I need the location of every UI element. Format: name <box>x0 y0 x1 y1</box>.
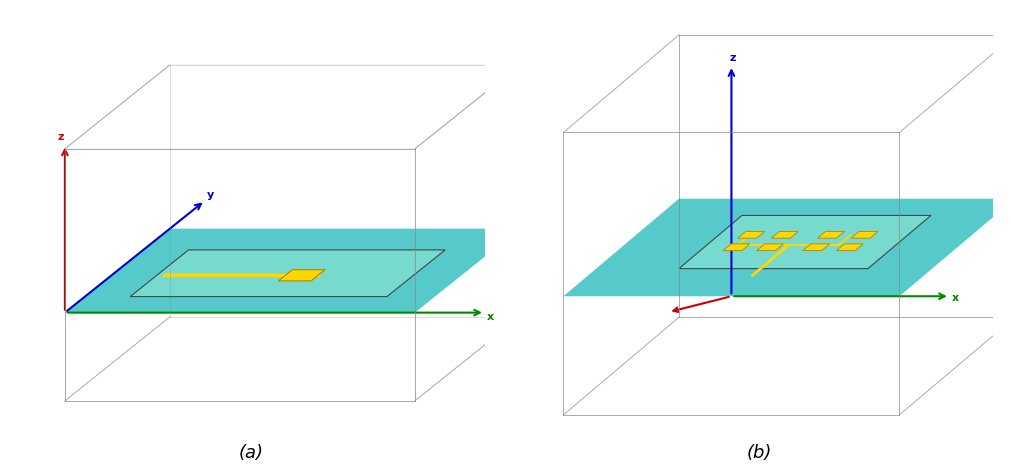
Polygon shape <box>771 231 799 238</box>
Text: (a): (a) <box>239 444 264 462</box>
Polygon shape <box>738 231 764 238</box>
Text: (b): (b) <box>747 444 772 462</box>
Polygon shape <box>130 250 445 296</box>
Polygon shape <box>65 228 520 313</box>
Text: z: z <box>58 132 65 142</box>
Polygon shape <box>65 149 415 401</box>
Polygon shape <box>415 65 520 401</box>
Polygon shape <box>818 231 844 238</box>
Polygon shape <box>756 244 784 251</box>
Text: x: x <box>487 312 494 322</box>
Polygon shape <box>278 270 326 281</box>
Polygon shape <box>803 244 830 251</box>
Text: x: x <box>952 293 959 303</box>
Polygon shape <box>65 65 520 149</box>
Polygon shape <box>723 244 750 251</box>
Polygon shape <box>679 216 931 269</box>
Text: y: y <box>207 190 214 200</box>
Polygon shape <box>851 231 878 238</box>
Polygon shape <box>836 244 863 251</box>
Polygon shape <box>563 199 1011 296</box>
Text: z: z <box>729 53 735 63</box>
